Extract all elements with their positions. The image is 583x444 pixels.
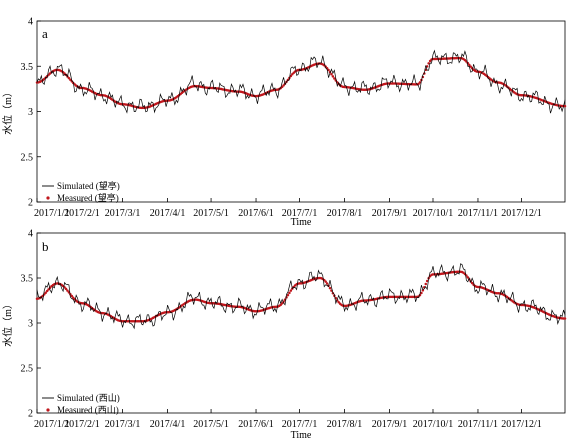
legend: Simulated (西山) Measured (西山) [42, 393, 120, 415]
measured-point [69, 78, 72, 82]
legend-measured-label: Measured (望亭) [57, 192, 119, 203]
x-tick-label: 2017/1/1 [34, 208, 70, 219]
measured-point [324, 280, 327, 283]
measured-point [325, 282, 329, 285]
x-tick-label: 2017/10/1 [413, 208, 454, 219]
measured-point [289, 289, 293, 292]
y-tick-label: 2 [28, 409, 33, 420]
measured-point [67, 76, 71, 80]
legend-measured-marker [46, 196, 50, 200]
measured-point [333, 77, 336, 80]
x-axis-label: Time [291, 430, 312, 441]
measured-point [328, 286, 332, 290]
measured-point [45, 289, 49, 293]
series-simulated [36, 49, 566, 114]
x-tick-label: 2017/6/1 [238, 208, 274, 219]
panel-label: b [42, 239, 49, 254]
x-tick-label: 2017/12/1 [501, 208, 542, 219]
y-ticks: 2 2.5 3 3.5 4 [21, 17, 41, 209]
measured-point [470, 281, 474, 285]
measured-point [420, 291, 423, 295]
measured-point [424, 282, 427, 286]
x-tick-label: 2017/9/1 [372, 419, 408, 430]
x-tick-label: 2017/3/1 [105, 208, 141, 219]
series-simulated [36, 263, 566, 330]
measured-point [421, 289, 425, 292]
y-tick-label: 3 [28, 107, 33, 118]
legend-measured-marker [46, 408, 50, 412]
x-tick-label: 2017/4/1 [150, 208, 186, 219]
x-tick-label: 2017/5/1 [193, 419, 229, 430]
y-tick-label: 3 [28, 319, 33, 330]
series-measured [35, 56, 567, 110]
plot-frame [36, 20, 566, 203]
y-tick-label: 2.5 [21, 364, 34, 375]
x-tick-label: 2017/8/1 [327, 208, 363, 219]
x-tick-label: 2017/3/1 [105, 419, 141, 430]
measured-point [427, 62, 430, 65]
y-tick-label: 2 [28, 198, 33, 209]
y-axis-label: 水位（m） [1, 87, 14, 135]
x-tick-label: 2017/1/1 [34, 419, 70, 430]
measured-point [425, 279, 429, 283]
measured-point [418, 81, 422, 84]
x-tick-label: 2017/7/1 [282, 208, 318, 219]
x-tick-label: 2017/9/1 [372, 208, 408, 219]
measured-point [47, 288, 50, 291]
simulated-line [36, 49, 566, 114]
y-tick-label: 3.5 [21, 62, 34, 73]
x-tick-label: 2017/12/1 [501, 419, 542, 430]
measured-point [563, 104, 567, 108]
measured-point [327, 68, 330, 72]
y-axis-label: 水位（m） [1, 299, 14, 347]
measured-point [66, 289, 69, 292]
y-ticks: 2 2.5 3 3.5 4 [21, 229, 41, 420]
plot-frame [36, 232, 566, 414]
y-tick-label: 4 [28, 17, 33, 28]
measured-point [469, 65, 472, 68]
x-tick-label: 2017/11/1 [458, 419, 498, 430]
x-tick-label: 2017/7/1 [282, 419, 318, 430]
measured-point [280, 302, 284, 305]
x-tick-label: 2017/6/1 [238, 419, 274, 430]
x-tick-label: 2017/5/1 [193, 208, 229, 219]
measured-point [468, 63, 471, 67]
legend-simulated-label: Simulated (西山) [57, 393, 120, 403]
measured-point [330, 72, 333, 76]
x-tick-label: 2017/4/1 [150, 419, 186, 430]
legend: Simulated (望亭) Measured (望亭) [42, 180, 120, 203]
panel-label: a [42, 26, 48, 41]
measured-point [466, 276, 470, 279]
measured-point [44, 291, 47, 294]
y-tick-label: 2.5 [21, 152, 34, 163]
legend-simulated-label: Simulated (望亭) [57, 180, 120, 191]
x-tick-label: 2017/2/1 [64, 208, 100, 219]
x-tick-label: 2017/8/1 [327, 419, 363, 430]
measured-point [563, 317, 567, 320]
x-axis-label: Time [291, 217, 312, 228]
measured-point [282, 84, 285, 87]
y-tick-label: 4 [28, 229, 33, 240]
measured-point [288, 291, 291, 295]
simulated-line [36, 263, 566, 330]
y-tick-label: 3.5 [21, 274, 34, 285]
x-tick-label: 2017/2/1 [64, 419, 100, 430]
measured-point [64, 287, 68, 291]
measured-point [70, 294, 74, 298]
legend-measured-label: Measured (西山) [57, 405, 119, 415]
x-tick-label: 2017/11/1 [458, 208, 498, 219]
measured-point [286, 293, 290, 297]
measured-point [331, 75, 335, 78]
x-tick-label: 2017/10/1 [413, 419, 454, 430]
